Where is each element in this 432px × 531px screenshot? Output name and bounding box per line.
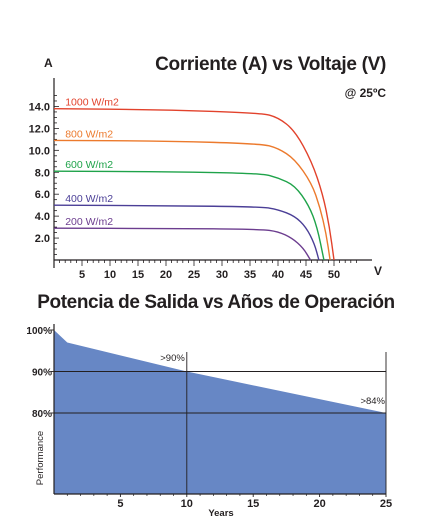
- iv-x-tick-label: 50: [328, 269, 340, 281]
- iv-series-line-2: [53, 170, 325, 261]
- iv-series-label-0: 1000 W/m2: [65, 97, 119, 109]
- iv-y-tick-label: 12.0: [29, 123, 50, 135]
- power-x-axis-label: Years: [208, 508, 233, 519]
- iv-y-axis-unit: A: [44, 56, 53, 70]
- power-annotation-0: >90%: [160, 353, 185, 364]
- iv-x-tick-label: 15: [132, 269, 144, 281]
- iv-x-tick-label: 45: [300, 269, 312, 281]
- iv-y-tick-label: 14.0: [29, 101, 50, 113]
- iv-x-axis-unit: V: [374, 264, 383, 278]
- iv-chart: 2.0 4.0 6.0 8.0 10.0 12.0 14.0 5 10 15 20 25 30 35 40 4…: [29, 78, 372, 281]
- iv-y-tick-label: 6.0: [35, 189, 50, 201]
- iv-x-tick-label: 5: [79, 269, 85, 281]
- power-chart-title: Potencia de Salida vs Años de Operación: [37, 292, 395, 313]
- power-y-tick-label: 80%: [32, 409, 52, 420]
- iv-y-tick-label: 2.0: [35, 233, 50, 245]
- iv-series-label-1: 800 W/m2: [65, 128, 113, 140]
- iv-y-tick-label: 4.0: [35, 211, 50, 223]
- power-x-tick-label: 25: [380, 498, 392, 510]
- iv-series-line-4: [53, 227, 312, 261]
- iv-x-tick-label: 10: [104, 269, 116, 281]
- power-x-tick-label: 10: [181, 498, 193, 510]
- iv-y-tick-label: 8.0: [35, 167, 50, 179]
- iv-x-tick-label: 20: [160, 269, 172, 281]
- power-area: [54, 330, 386, 494]
- power-x-tick-label: 15: [247, 498, 259, 510]
- iv-series-label-2: 600 W/m2: [65, 159, 113, 171]
- iv-series-label-4: 200 W/m2: [65, 216, 113, 228]
- iv-series-label-3: 400 W/m2: [65, 193, 113, 205]
- iv-x-tick-label: 40: [272, 269, 284, 281]
- power-annotation-1: >84%: [360, 396, 385, 407]
- iv-x-tick-label: 35: [244, 269, 256, 281]
- power-y-axis-label: Performance: [35, 431, 46, 485]
- iv-temperature-note: @ 25ºC: [344, 86, 386, 100]
- power-x-tick-label: 5: [117, 498, 123, 510]
- iv-series-line-3: [53, 204, 320, 261]
- power-y-tick-label: 100%: [26, 326, 52, 337]
- iv-x-tick-label: 30: [216, 269, 228, 281]
- power-x-tick-label: 20: [313, 498, 325, 510]
- power-y-tick-label: 90%: [32, 368, 52, 379]
- iv-series-line-0: [53, 107, 335, 261]
- iv-series-line-1: [53, 139, 331, 261]
- iv-y-tick-label: 10.0: [29, 145, 50, 157]
- iv-chart-title: Corriente (A) vs Voltaje (V): [155, 54, 386, 75]
- iv-x-tick-label: 25: [188, 269, 200, 281]
